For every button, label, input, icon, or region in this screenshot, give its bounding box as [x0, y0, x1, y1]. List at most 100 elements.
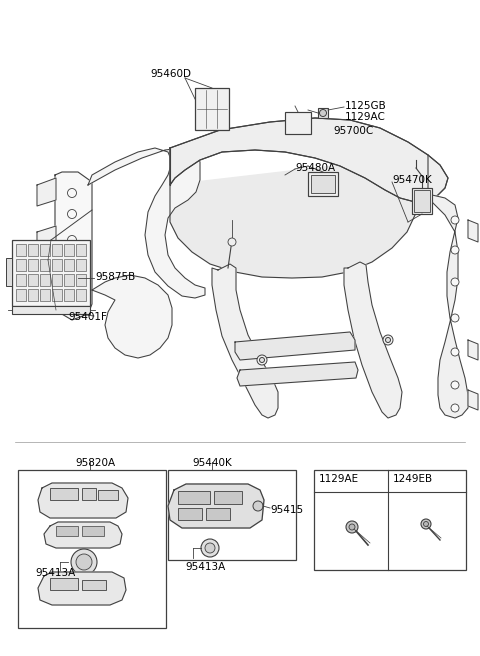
Polygon shape: [418, 195, 468, 418]
Ellipse shape: [253, 501, 263, 511]
Bar: [64, 244, 74, 256]
Polygon shape: [170, 155, 428, 278]
Polygon shape: [37, 178, 56, 206]
Bar: [16, 289, 26, 301]
Bar: [64, 289, 74, 301]
Text: 95401F: 95401F: [68, 312, 107, 322]
Bar: [52, 244, 62, 256]
Bar: [52, 289, 62, 301]
Bar: [76, 274, 86, 286]
Bar: [285, 112, 311, 134]
Bar: [168, 470, 296, 560]
Bar: [52, 274, 62, 286]
Text: 1125GB: 1125GB: [345, 101, 387, 111]
Ellipse shape: [228, 238, 236, 246]
Bar: [12, 240, 90, 306]
Bar: [178, 508, 202, 520]
Ellipse shape: [76, 554, 92, 570]
Polygon shape: [468, 220, 478, 242]
Bar: [311, 175, 335, 193]
Ellipse shape: [349, 524, 355, 530]
Ellipse shape: [421, 519, 431, 529]
Polygon shape: [55, 172, 92, 320]
Bar: [64, 259, 74, 271]
Text: 95413A: 95413A: [185, 562, 225, 572]
Bar: [214, 491, 242, 504]
Bar: [28, 244, 38, 256]
Polygon shape: [44, 522, 122, 548]
Bar: [82, 526, 104, 536]
Polygon shape: [170, 118, 448, 202]
Ellipse shape: [423, 522, 429, 527]
Bar: [16, 274, 26, 286]
Ellipse shape: [257, 355, 267, 365]
Polygon shape: [38, 572, 126, 605]
Text: 95820A: 95820A: [75, 458, 115, 468]
Ellipse shape: [68, 264, 76, 272]
Text: 95875B: 95875B: [95, 272, 135, 282]
Polygon shape: [168, 484, 264, 528]
Bar: [76, 289, 86, 301]
Bar: [82, 580, 106, 590]
Text: 1129AC: 1129AC: [345, 112, 386, 122]
Polygon shape: [170, 118, 448, 202]
Bar: [16, 244, 26, 256]
Bar: [28, 289, 38, 301]
Ellipse shape: [451, 278, 459, 286]
Bar: [414, 190, 430, 212]
Polygon shape: [92, 275, 172, 358]
Ellipse shape: [451, 404, 459, 412]
Ellipse shape: [201, 539, 219, 557]
Bar: [28, 274, 38, 286]
Bar: [50, 488, 78, 500]
Text: 95700C: 95700C: [333, 126, 373, 136]
Bar: [206, 508, 230, 520]
Bar: [6, 258, 12, 286]
Polygon shape: [212, 264, 278, 418]
Polygon shape: [235, 332, 355, 360]
Bar: [56, 526, 78, 536]
Polygon shape: [468, 390, 478, 410]
Text: 1129AE: 1129AE: [319, 474, 359, 484]
Bar: [178, 491, 210, 504]
Text: 95440K: 95440K: [192, 458, 232, 468]
Bar: [318, 108, 328, 118]
Polygon shape: [468, 340, 478, 360]
Ellipse shape: [260, 358, 264, 363]
Bar: [16, 259, 26, 271]
Text: 1249EB: 1249EB: [393, 474, 433, 484]
Polygon shape: [344, 262, 402, 418]
Ellipse shape: [68, 188, 76, 197]
Bar: [76, 244, 86, 256]
Ellipse shape: [383, 335, 393, 345]
Bar: [76, 259, 86, 271]
Bar: [18, 470, 166, 628]
Bar: [82, 488, 96, 500]
Polygon shape: [88, 148, 205, 298]
Text: 95460D: 95460D: [150, 69, 191, 79]
Bar: [28, 259, 38, 271]
Ellipse shape: [68, 209, 76, 218]
Bar: [195, 88, 229, 130]
Ellipse shape: [451, 314, 459, 322]
Ellipse shape: [71, 549, 97, 575]
Ellipse shape: [451, 348, 459, 356]
Bar: [64, 274, 74, 286]
Ellipse shape: [320, 110, 326, 117]
Ellipse shape: [205, 543, 215, 553]
Bar: [40, 274, 50, 286]
Bar: [40, 289, 50, 301]
Bar: [50, 578, 78, 590]
Ellipse shape: [68, 291, 76, 300]
Ellipse shape: [451, 381, 459, 389]
Bar: [98, 490, 118, 500]
Ellipse shape: [346, 521, 358, 533]
Polygon shape: [37, 262, 56, 285]
Ellipse shape: [68, 236, 76, 245]
Ellipse shape: [451, 246, 459, 254]
Bar: [52, 259, 62, 271]
Bar: [40, 244, 50, 256]
Bar: [412, 188, 432, 214]
Polygon shape: [237, 362, 358, 386]
Text: 95480A: 95480A: [295, 163, 335, 173]
